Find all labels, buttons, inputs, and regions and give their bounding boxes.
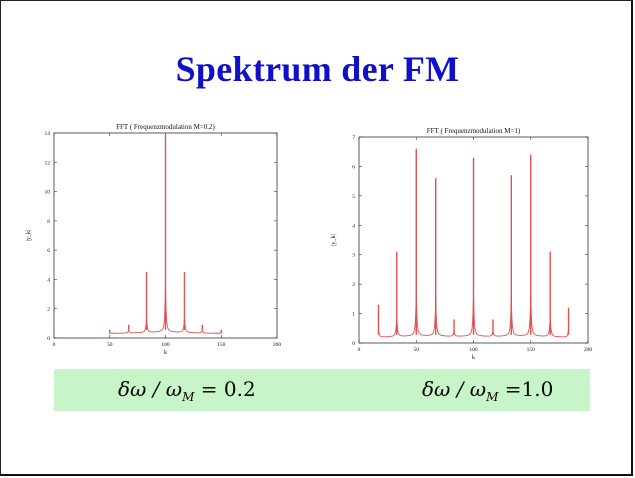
y-tick-label: 10 <box>45 190 51 196</box>
chart-title: FFT ( Frequenzmodulation M=1) <box>427 127 521 135</box>
x-tick-label: 50 <box>414 347 420 353</box>
y-tick-label: 3 <box>352 253 355 259</box>
y-tick-label: 7 <box>352 135 355 141</box>
slide-title: Spektrum der FM <box>175 49 460 89</box>
x-tick-label: 0 <box>53 342 56 348</box>
formula-right: δω / ωM =1.0 <box>422 377 554 404</box>
y-tick-label: 14 <box>45 131 51 137</box>
formula-band <box>54 369 590 411</box>
chart-left: FFT ( Frequenzmodulation M=0.2)0 50 100 150… <box>26 123 281 356</box>
y-tick-label: 2 <box>47 307 50 313</box>
x-tick-label: 150 <box>217 342 226 348</box>
x-tick-label: 0 <box>358 347 361 353</box>
x-tick-label: 150 <box>527 347 536 353</box>
x-tick-label: 200 <box>584 347 593 353</box>
x-axis-label: k <box>472 355 475 361</box>
x-tick-label: 100 <box>469 347 478 353</box>
y-tick-label: 5 <box>352 194 355 200</box>
x-tick-label: 200 <box>273 342 282 348</box>
y-axis-label: |y_k| <box>26 230 32 241</box>
y-tick-label: 0 <box>352 341 355 347</box>
x-tick-label: 50 <box>107 342 113 348</box>
y-tick-label: 0 <box>47 336 50 342</box>
formula-left: δω / ωM = 0.2 <box>118 377 256 404</box>
y-tick-label: 12 <box>45 160 51 166</box>
y-tick-label: 4 <box>352 223 355 229</box>
chart-right: FFT ( Frequenzmodulation M=1)0 50 100 150 20… <box>331 127 592 361</box>
y-tick-label: 1 <box>352 312 355 318</box>
y-tick-label: 8 <box>47 219 50 225</box>
chart-title: FFT ( Frequenzmodulation M=0.2) <box>116 123 215 131</box>
x-axis-label: k <box>164 350 167 356</box>
y-tick-label: 6 <box>352 164 355 170</box>
y-axis-label: |y_k| <box>331 234 337 245</box>
x-tick-label: 100 <box>161 342 170 348</box>
y-tick-label: 6 <box>47 248 50 254</box>
y-tick-label: 2 <box>352 282 355 288</box>
y-tick-label: 4 <box>47 277 50 283</box>
